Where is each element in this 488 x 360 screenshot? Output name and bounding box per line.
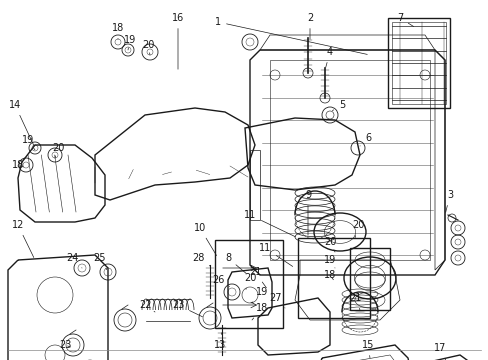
Text: 13: 13	[213, 333, 225, 350]
Text: 9: 9	[305, 190, 310, 235]
Text: 7: 7	[396, 13, 413, 27]
Text: 20: 20	[244, 273, 256, 289]
Text: 1: 1	[215, 17, 366, 54]
Text: 18: 18	[251, 303, 267, 320]
Text: 20: 20	[323, 237, 336, 252]
Text: 19: 19	[22, 135, 35, 150]
Text: 12: 12	[12, 220, 34, 257]
Bar	[297, 238, 369, 318]
Text: 8: 8	[224, 253, 245, 273]
Text: 5: 5	[332, 100, 345, 111]
Text: 11: 11	[258, 243, 292, 266]
Text: 19: 19	[323, 255, 335, 268]
Text: 6: 6	[359, 133, 370, 146]
Text: 20: 20	[52, 143, 64, 158]
Text: 23: 23	[59, 340, 71, 350]
Bar	[387, 18, 449, 108]
Text: 10: 10	[193, 223, 216, 256]
Text: 20: 20	[142, 40, 154, 55]
Text: 15: 15	[361, 340, 373, 358]
Text: 27: 27	[268, 293, 285, 308]
Text: 19: 19	[251, 287, 267, 303]
Text: 14: 14	[9, 100, 34, 145]
Bar	[215, 240, 283, 328]
Text: 28: 28	[191, 253, 209, 266]
Text: 24: 24	[66, 253, 82, 268]
Bar	[269, 60, 429, 260]
Text: 19: 19	[123, 35, 136, 50]
Text: 22: 22	[139, 300, 155, 312]
Text: 2: 2	[306, 13, 312, 39]
Text: 21: 21	[348, 293, 361, 310]
Bar	[391, 22, 445, 104]
Text: 18: 18	[112, 23, 124, 39]
Text: 3: 3	[445, 190, 452, 212]
Text: 11: 11	[244, 210, 295, 237]
Text: 17: 17	[433, 343, 446, 360]
Text: 18: 18	[12, 160, 24, 170]
Text: 21: 21	[248, 267, 266, 288]
Text: 16: 16	[171, 13, 184, 69]
Text: 20: 20	[351, 220, 364, 238]
Text: 18: 18	[323, 270, 335, 280]
Text: 4: 4	[325, 47, 332, 67]
Text: 25: 25	[94, 253, 106, 270]
Text: 26: 26	[211, 275, 229, 287]
Text: 23: 23	[171, 300, 202, 317]
